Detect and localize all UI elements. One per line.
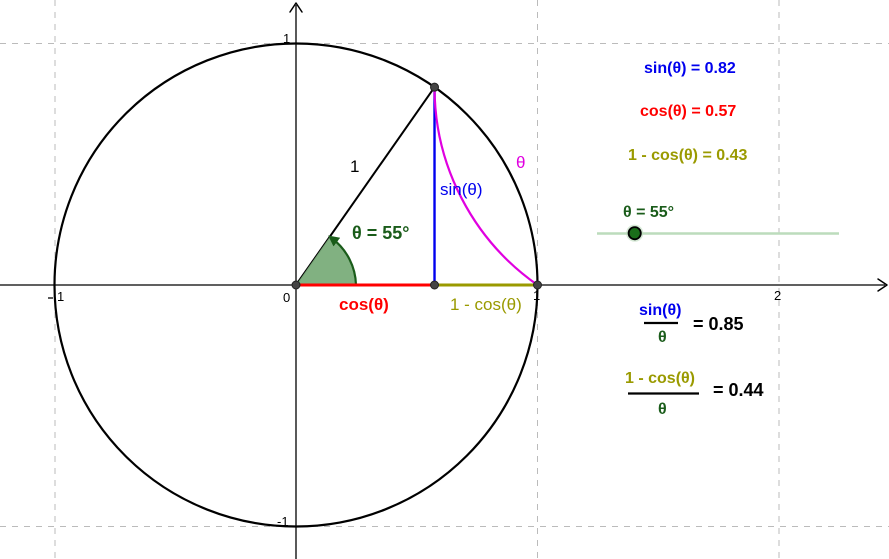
svg-text:1: 1	[57, 289, 64, 304]
svg-text:1 - cos(θ): 1 - cos(θ)	[450, 295, 522, 314]
svg-text:θ: θ	[516, 153, 525, 172]
svg-text:θ = 55°: θ = 55°	[623, 204, 674, 221]
svg-text:2: 2	[774, 288, 781, 303]
svg-text:θ = 55°: θ = 55°	[352, 223, 409, 243]
svg-text:1 - cos(θ) = 0.43: 1 - cos(θ) = 0.43	[628, 147, 747, 164]
svg-text:sin(θ): sin(θ)	[440, 180, 483, 199]
svg-text:θ: θ	[658, 329, 667, 346]
svg-text:cos(θ): cos(θ)	[339, 295, 389, 314]
svg-text:cos(θ) = 0.57: cos(θ) = 0.57	[640, 103, 736, 120]
svg-text:0: 0	[283, 290, 290, 305]
svg-text:θ: θ	[658, 401, 667, 418]
svg-text:= 0.44: = 0.44	[713, 380, 764, 400]
svg-text:= 0.85: = 0.85	[693, 314, 744, 334]
svg-text:sin(θ): sin(θ)	[639, 302, 681, 319]
svg-text:1 - cos(θ): 1 - cos(θ)	[625, 370, 695, 387]
svg-text:1: 1	[350, 157, 359, 176]
svg-text:sin(θ) = 0.82: sin(θ) = 0.82	[644, 60, 736, 77]
